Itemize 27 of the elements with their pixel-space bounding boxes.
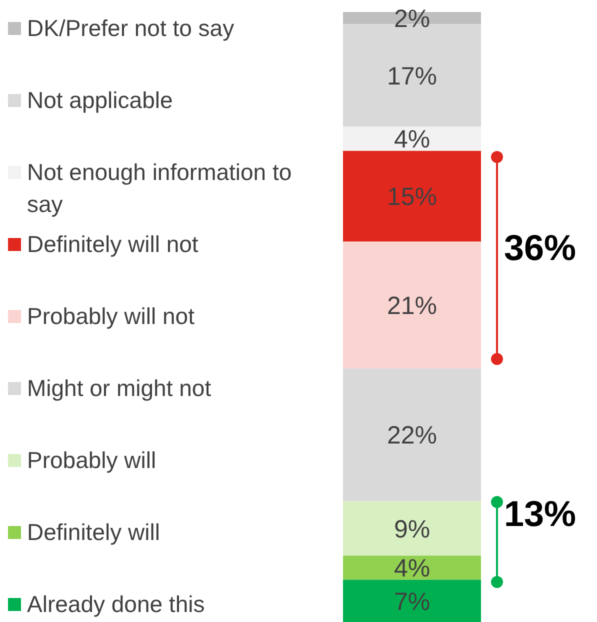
legend-label: DK/Prefer not to say [27,14,234,43]
data-label: 15% [386,183,438,212]
data-label: 9% [394,515,430,544]
data-label: 17% [386,62,438,90]
legend-label: Definitely will not [27,230,198,259]
legend-label: Might or might not [27,374,212,403]
bar [343,242,481,368]
bar [343,150,481,242]
data-label: 7% [394,588,430,616]
data-label: 2% [394,4,430,33]
bar [343,368,481,502]
legend-label: Already done this [27,590,205,619]
legend-label: Probably will [27,446,156,475]
data-label: 4% [394,126,430,154]
text: 36% [504,226,576,268]
text: 13% [504,492,576,534]
legend-label: Definitely will [27,518,160,547]
bar [343,580,481,622]
legend-label: Not enough information to say [27,158,293,219]
legend-label: Not applicable [27,86,173,115]
data-label: 22% [386,422,438,450]
data-label: 4% [394,554,430,583]
bar [343,126,481,151]
data-label: 21% [386,292,438,320]
bar [343,501,481,556]
bar [343,556,481,580]
legend-label: Probably will not [27,302,194,331]
